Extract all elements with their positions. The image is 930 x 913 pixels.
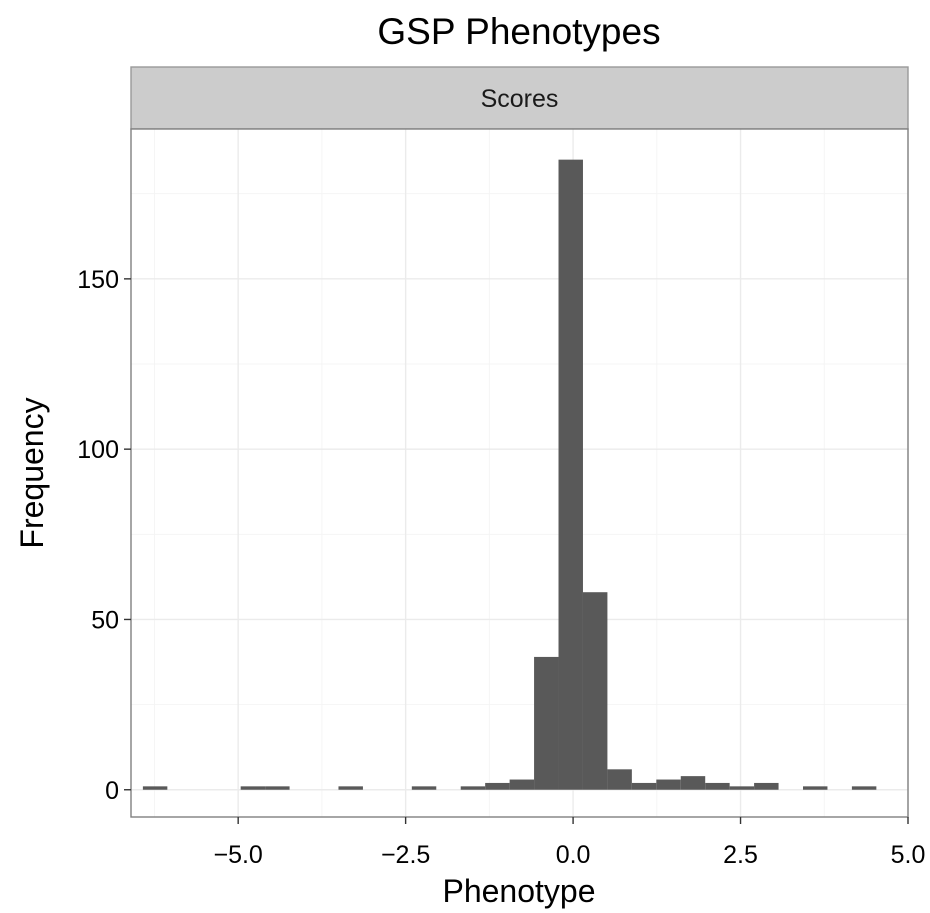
histogram-bar xyxy=(534,656,559,790)
x-axis-title: Phenotype xyxy=(442,873,595,909)
histogram-bar xyxy=(803,786,828,790)
histogram-bar xyxy=(338,786,363,790)
histogram-bar xyxy=(631,782,657,790)
histogram-bar xyxy=(142,786,168,790)
y-axis-title: Frequency xyxy=(14,397,50,548)
histogram-bar xyxy=(582,592,608,790)
histogram-bar xyxy=(460,786,486,790)
facet-strip xyxy=(130,66,909,130)
chart-title: GSP Phenotypes xyxy=(377,11,660,52)
y-tick-label: 50 xyxy=(91,606,119,634)
x-tick-label: −5.0 xyxy=(213,841,262,869)
bars xyxy=(142,159,877,790)
y-tick-label: 0 xyxy=(105,777,119,805)
histogram-bar xyxy=(705,782,730,790)
histogram-bar xyxy=(485,782,510,790)
facet-label: Scores xyxy=(481,85,559,113)
histogram-bar xyxy=(509,779,535,790)
histogram-bar xyxy=(607,769,632,790)
axis-ticks: −5.0 −2.5 0.0 2.5 5.0 0 50 100 150 xyxy=(77,266,925,869)
x-tick-label: 0.0 xyxy=(556,841,591,869)
y-tick-label: 150 xyxy=(77,266,119,294)
histogram-bar xyxy=(265,786,290,790)
plot-panel xyxy=(131,129,908,817)
panel-border xyxy=(130,128,909,818)
x-tick-label: 5.0 xyxy=(891,841,926,869)
x-tick-label: 2.5 xyxy=(723,841,758,869)
x-tick-label: −2.5 xyxy=(381,841,430,869)
histogram-bar xyxy=(851,786,877,790)
histogram-bar xyxy=(411,786,437,790)
histogram-bar xyxy=(656,779,681,790)
histogram-bar xyxy=(240,786,266,790)
histogram-bar xyxy=(729,786,755,790)
y-tick-label: 100 xyxy=(77,436,119,464)
histogram-bar xyxy=(754,782,779,790)
histogram-bar xyxy=(558,159,583,790)
histogram-bar xyxy=(680,776,706,790)
